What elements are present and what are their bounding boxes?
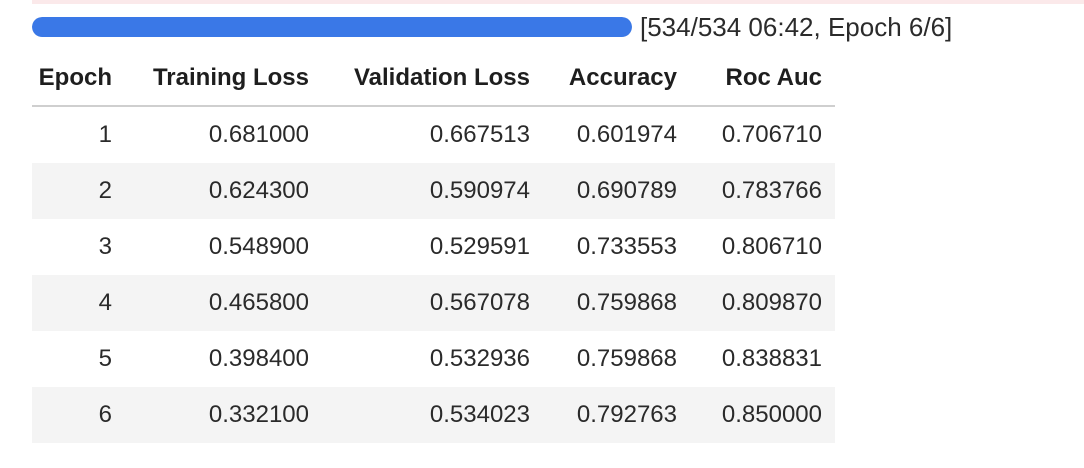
table-header-row: Epoch Training Loss Validation Loss Accu… <box>32 50 835 107</box>
cell-epoch: 4 <box>32 275 125 331</box>
cell-roc-auc: 0.809870 <box>690 275 835 331</box>
cell-training-loss: 0.332100 <box>125 387 322 443</box>
cell-validation-loss: 0.529591 <box>429 233 530 260</box>
cell-accuracy: 0.792763 <box>543 387 690 443</box>
cell-roc-auc: 0.838831 <box>721 345 822 372</box>
header-training-loss: Training Loss <box>125 50 322 107</box>
progress-status-text: [534/534 06:42, Epoch 6/6] <box>640 11 953 42</box>
table-row: 6 0.332100 0.534023 0.792763 0.850000 <box>32 387 835 443</box>
cell-training-loss: 0.465800 <box>125 275 322 331</box>
cell-accuracy: 0.690789 <box>543 163 690 219</box>
progress-bar <box>32 17 632 37</box>
cell-roc-auc: 0.806710 <box>721 233 822 260</box>
cell-accuracy: 0.601974 <box>576 121 677 148</box>
table-row: 5 0.398400 0.532936 0.759868 0.838831 <box>32 331 835 387</box>
training-metrics-table: Epoch Training Loss Validation Loss Accu… <box>32 50 835 443</box>
cell-training-loss: 0.624300 <box>125 163 322 219</box>
cell-epoch: 2 <box>32 163 125 219</box>
cell-validation-loss: 0.590974 <box>322 163 543 219</box>
progress-bar-fill <box>32 17 632 37</box>
cell-epoch: 3 <box>98 233 112 260</box>
table-row: 4 0.465800 0.567078 0.759868 0.809870 <box>32 275 835 331</box>
cell-accuracy: 0.759868 <box>543 275 690 331</box>
training-progress: [534/534 06:42, Epoch 6/6] <box>32 12 952 42</box>
output-top-border <box>32 0 1084 4</box>
cell-roc-auc: 0.850000 <box>690 387 835 443</box>
cell-validation-loss: 0.667513 <box>429 121 530 148</box>
cell-validation-loss: 0.567078 <box>322 275 543 331</box>
cell-validation-loss: 0.534023 <box>322 387 543 443</box>
table-row: 1 0.681000 0.667513 0.601974 0.706710 <box>32 106 835 163</box>
table-row: 3 0.548900 0.529591 0.733553 0.806710 <box>32 219 835 275</box>
cell-validation-loss: 0.532936 <box>429 345 530 372</box>
cell-epoch: 6 <box>32 387 125 443</box>
cell-training-loss: 0.548900 <box>208 233 309 260</box>
cell-training-loss: 0.398400 <box>208 345 309 372</box>
header-epoch: Epoch <box>32 50 125 107</box>
header-validation-loss: Validation Loss <box>322 50 543 107</box>
header-roc-auc: Roc Auc <box>690 50 835 107</box>
cell-accuracy: 0.759868 <box>576 345 677 372</box>
cell-accuracy: 0.733553 <box>576 233 677 260</box>
header-accuracy: Accuracy <box>543 50 690 107</box>
cell-roc-auc: 0.783766 <box>690 163 835 219</box>
cell-epoch: 5 <box>98 345 112 372</box>
cell-epoch: 1 <box>98 121 112 148</box>
table-row: 2 0.624300 0.590974 0.690789 0.783766 <box>32 163 835 219</box>
cell-training-loss: 0.681000 <box>208 121 309 148</box>
cell-roc-auc: 0.706710 <box>721 121 822 148</box>
